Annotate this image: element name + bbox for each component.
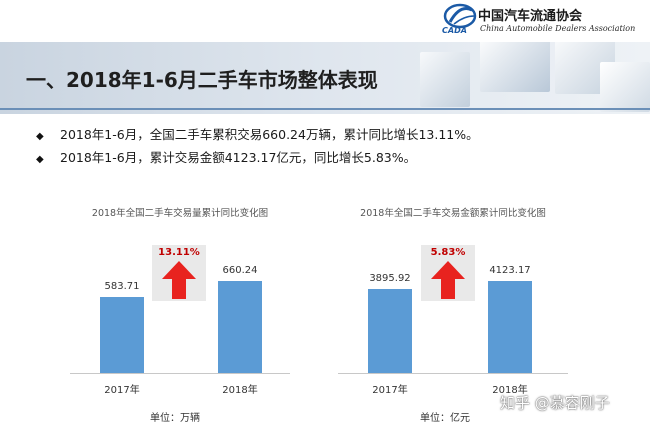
up-arrow-icon [431, 261, 465, 299]
bar-value-label: 4123.17 [489, 265, 531, 276]
header-banner: 一、2018年1-6月二手车市场整体表现 [0, 42, 650, 114]
bar-2017 [368, 289, 412, 373]
chart-baseline [338, 373, 568, 374]
bar-value-label: 583.71 [104, 281, 140, 292]
category-label: 2017年 [104, 385, 140, 396]
bar-value-label: 660.24 [222, 265, 258, 276]
growth-label: 5.83% [430, 247, 466, 258]
growth-indicator: 5.83% [421, 245, 475, 301]
category-label: 2018年 [492, 385, 528, 396]
logo-name-zh: 中国汽车流通协会 [478, 9, 583, 24]
up-arrow-icon [162, 261, 196, 299]
logo-name-en: China Automobile Dealers Association [480, 24, 636, 33]
category-label: 2017年 [372, 385, 408, 396]
watermark: 知乎 @慕容刚子 [500, 394, 610, 412]
chart-title: 2018年全国二手车交易金额累计同比变化图 [360, 208, 546, 219]
decor-cube [480, 42, 550, 92]
chart-title: 2018年全国二手车交易量累计同比变化图 [91, 208, 269, 219]
bullet-item: ◆ 2018年1-6月，累计交易金额4123.17亿元，同比增长5.83%。 [36, 147, 416, 166]
diamond-bullet-icon: ◆ [36, 131, 44, 142]
growth-indicator: 13.11% [152, 245, 206, 301]
decor-cube [600, 62, 650, 112]
chart-volume: 2018年全国二手车交易量累计同比变化图 13.11% 583.71 660.2… [60, 205, 300, 424]
cada-logo: CADA 中国汽车流通协会 China Automobile Dealers A… [440, 2, 640, 42]
diamond-bullet-icon: ◆ [36, 154, 44, 165]
decor-cube [420, 52, 470, 107]
unit-label: 单位：亿元 [420, 413, 470, 424]
chart-amount: 2018年全国二手车交易金额累计同比变化图 5.83% 3895.92 4123… [328, 205, 578, 424]
chart-baseline [70, 373, 290, 374]
unit-label: 单位：万辆 [150, 413, 200, 424]
bar-2018 [218, 281, 262, 373]
bar-value-label: 3895.92 [369, 273, 411, 284]
page-title: 一、2018年1-6月二手车市场整体表现 [26, 68, 378, 92]
logo-mark-text: CADA [442, 26, 467, 35]
bar-2018 [488, 281, 532, 373]
cada-emblem-icon [443, 3, 477, 29]
category-label: 2018年 [222, 385, 258, 396]
growth-label: 13.11% [158, 247, 200, 258]
bullet-item: ◆ 2018年1-6月，全国二手车累积交易660.24万辆，累计同比增长13.11… [36, 124, 479, 143]
bullet-text: 2018年1-6月，全国二手车累积交易660.24万辆，累计同比增长13.11%… [60, 127, 479, 142]
bullet-text: 2018年1-6月，累计交易金额4123.17亿元，同比增长5.83%。 [60, 150, 417, 165]
bar-2017 [100, 297, 144, 373]
banner-underline [0, 108, 650, 110]
